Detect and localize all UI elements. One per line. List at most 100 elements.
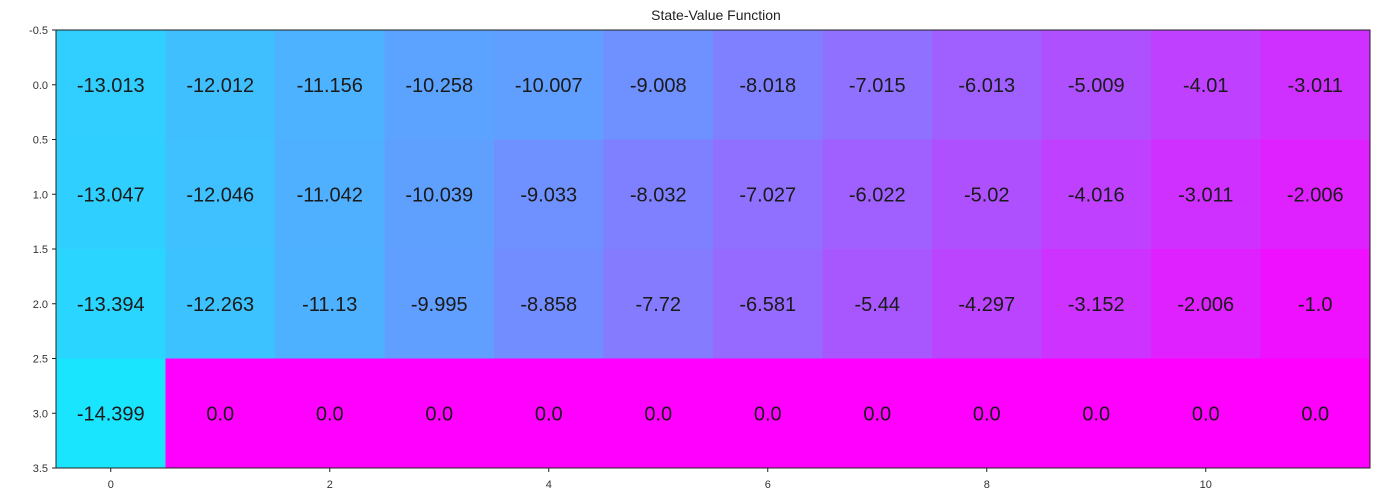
cell-value-label: -2.006: [1287, 184, 1344, 206]
x-tick-label: 10: [1200, 479, 1212, 491]
cell-value-label: -6.022: [849, 184, 906, 206]
heatmap-cell: [1151, 139, 1261, 250]
heatmap-cell: [384, 249, 495, 359]
cell-value-label: -9.995: [411, 294, 468, 316]
cell-value-label: 0.0: [206, 403, 234, 425]
cell-value-label: -4.01: [1183, 75, 1229, 97]
heatmap-cell: [1151, 30, 1261, 140]
cell-value-label: -9.008: [630, 75, 687, 97]
heatmap-cell: [603, 358, 714, 469]
x-tick-label: 6: [765, 479, 771, 491]
heatmap-cell: [384, 358, 495, 469]
cell-value-label: -2.006: [1177, 294, 1234, 316]
cell-value-label: 0.0: [1082, 403, 1110, 425]
heatmap-cell: [275, 30, 385, 140]
heatmap-cell: [822, 358, 933, 469]
heatmap-cell: [56, 30, 166, 140]
y-tick-label: 1.0: [33, 189, 48, 201]
cell-value-label: -1.0: [1298, 294, 1332, 316]
cell-value-label: -5.009: [1068, 75, 1125, 97]
cell-value-label: -10.039: [405, 184, 473, 206]
x-tick-label: 0: [108, 479, 114, 491]
heatmap-cell: [56, 249, 166, 359]
cell-value-label: -8.032: [630, 184, 687, 206]
heatmap-cell: [494, 139, 604, 250]
heatmap-cell: [932, 139, 1042, 250]
cell-value-label: -5.02: [964, 184, 1010, 206]
cell-value-label: -4.297: [958, 294, 1015, 316]
heatmap-cell: [932, 249, 1042, 359]
heatmap-cell: [1041, 249, 1152, 359]
cell-value-label: -13.047: [77, 184, 145, 206]
heatmap-cell: [165, 358, 276, 469]
cell-value-label: -6.581: [739, 294, 796, 316]
cell-value-label: -3.152: [1068, 294, 1125, 316]
heatmap-cell: [603, 30, 714, 140]
heatmap-cell: [1260, 139, 1371, 250]
y-tick-label: 2.5: [33, 354, 48, 366]
cell-value-label: -12.263: [186, 294, 254, 316]
cell-value-label: 0.0: [535, 403, 563, 425]
cell-value-label: -11.042: [297, 184, 363, 206]
heatmap-cell: [165, 30, 276, 140]
heatmap-cell: [713, 249, 823, 359]
cell-value-label: -14.399: [77, 403, 145, 425]
heatmap-cell: [275, 139, 385, 250]
heatmap-cell: [165, 139, 276, 250]
y-tick-label: 2.0: [33, 299, 48, 311]
cell-value-label: -10.258: [405, 75, 473, 97]
cell-value-label: -11.13: [302, 294, 357, 316]
heatmap-cell: [1260, 358, 1371, 469]
cell-value-label: -3.011: [1288, 75, 1343, 97]
heatmap-cell: [603, 249, 714, 359]
heatmap-cell-labels: -13.013 -12.012 -11.156 -10.258 -10.007 -9.00…: [77, 75, 1344, 426]
cell-value-label: -9.033: [520, 184, 577, 206]
cell-value-label: 0.0: [973, 403, 1001, 425]
cell-value-label: -6.013: [958, 75, 1015, 97]
heatmap-cell: [713, 30, 823, 140]
cell-value-label: -4.016: [1068, 184, 1125, 206]
cell-value-label: -5.44: [854, 294, 900, 316]
heatmap-cell: [1260, 30, 1371, 140]
heatmap-cell: [165, 249, 276, 359]
heatmap-cells: [56, 30, 1371, 469]
cell-value-label: 0.0: [1301, 403, 1329, 425]
y-tick-label: 3.5: [33, 463, 48, 475]
heatmap-cell: [603, 139, 714, 250]
cell-value-label: -8.858: [520, 294, 577, 316]
heatmap-cell: [384, 30, 495, 140]
heatmap-cell: [932, 30, 1042, 140]
x-tick-label: 4: [546, 479, 552, 491]
cell-value-label: -7.72: [635, 294, 681, 316]
cell-value-label: -10.007: [515, 75, 583, 97]
heatmap-cell: [1260, 249, 1371, 359]
cell-value-label: -7.015: [849, 75, 906, 97]
heatmap-cell: [1041, 30, 1152, 140]
x-tick-label: 8: [984, 479, 990, 491]
heatmap-cell: [275, 249, 385, 359]
heatmap-cell: [822, 249, 933, 359]
chart-title: State-Value Function: [651, 7, 781, 23]
y-tick-label: 1.5: [33, 244, 48, 256]
cell-value-label: 0.0: [754, 403, 782, 425]
cell-value-label: -7.027: [739, 184, 796, 206]
heatmap-cell: [932, 358, 1042, 469]
cell-value-label: -8.018: [739, 75, 796, 97]
x-tick-label: 2: [327, 479, 333, 491]
y-tick-label: 3.0: [33, 408, 48, 420]
cell-value-label: -12.012: [186, 75, 254, 97]
heatmap-cell: [713, 358, 823, 469]
cell-value-label: -12.046: [186, 184, 254, 206]
heatmap-cell: [713, 139, 823, 250]
heatmap-cell: [494, 30, 604, 140]
heatmap-cell: [494, 358, 604, 469]
cell-value-label: -11.156: [297, 75, 363, 97]
heatmap-cell: [275, 358, 385, 469]
heatmap-cell: [1041, 139, 1152, 250]
heatmap-cell: [56, 139, 166, 250]
heatmap-cell: [1151, 249, 1261, 359]
heatmap-cell: [494, 249, 604, 359]
cell-value-label: -13.394: [77, 294, 145, 316]
heatmap-cell: [822, 139, 933, 250]
